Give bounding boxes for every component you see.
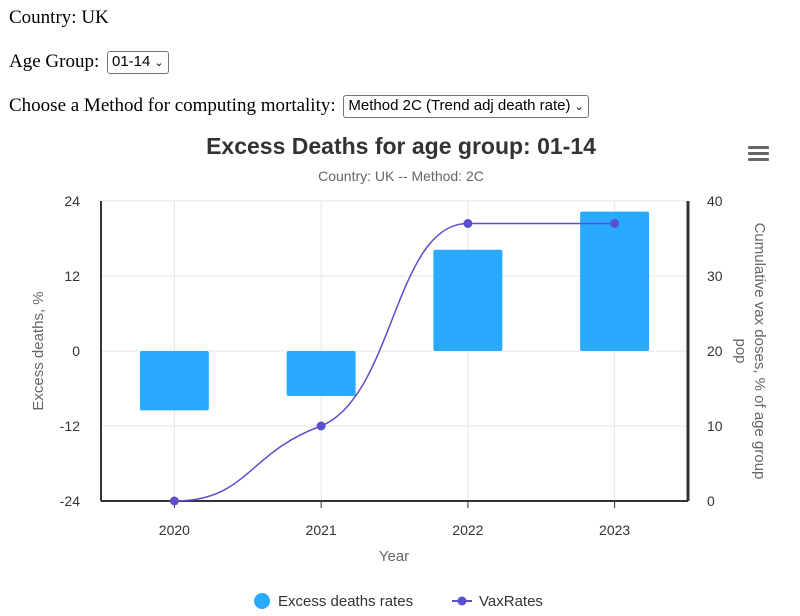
line-series xyxy=(169,219,620,506)
y-axis-left-title: Excess deaths, % xyxy=(30,291,47,410)
legend-bar-swatch xyxy=(254,593,270,609)
x-tick-label: 2021 xyxy=(306,522,337,538)
bar-2021 xyxy=(286,351,356,396)
country-value: UK xyxy=(81,7,109,28)
y-left-tick-label: 12 xyxy=(64,268,80,284)
y-left-tick-label: -12 xyxy=(60,418,80,434)
bar-2022 xyxy=(433,249,503,351)
vaxrates-line xyxy=(174,222,615,502)
age-group-row: Age Group: 01-14 ⌄ xyxy=(9,51,169,74)
chevron-down-icon: ⌄ xyxy=(154,57,164,69)
y-left-tick-label: -24 xyxy=(60,493,80,509)
y-right-tick-label: 30 xyxy=(707,268,723,284)
chevron-down-icon: ⌄ xyxy=(574,101,584,113)
y-axis-right-title-text: Cumulative vax doses, % of age grouppop xyxy=(732,223,768,480)
legend: Excess deaths rates VaxRates xyxy=(254,593,543,610)
y-left-tick-label: 0 xyxy=(72,343,80,359)
y-right-tick-label: 40 xyxy=(707,193,723,209)
y-right-tick-label: 10 xyxy=(707,418,723,434)
x-tick-label: 2023 xyxy=(599,522,630,538)
y-right-tick-label: 0 xyxy=(707,493,715,509)
legend-line-marker xyxy=(457,596,467,606)
x-axis-title: Year xyxy=(379,548,409,565)
y-right-tick-label: 20 xyxy=(707,343,723,359)
country-row: Country: UK xyxy=(9,7,109,29)
bar-2020 xyxy=(139,351,209,411)
legend-line-label: VaxRates xyxy=(479,593,543,610)
age-group-select[interactable]: 01-14 ⌄ xyxy=(106,51,169,74)
age-group-selected-value: 01-14 xyxy=(111,53,151,70)
method-selected-value: Method 2C (Trend adj death rate) xyxy=(348,97,571,114)
axes xyxy=(100,201,690,508)
hamburger-menu-icon[interactable] xyxy=(746,143,772,165)
method-select[interactable]: Method 2C (Trend adj death rate) ⌄ xyxy=(343,95,589,118)
tick-labels: -24 -12 0 12 24 0 10 20 30 40 2020 2021 2022 2023 xyxy=(60,193,723,538)
country-label: Country: xyxy=(9,7,77,28)
vaxrates-point-2020 xyxy=(169,496,179,506)
x-tick-label: 2020 xyxy=(159,522,190,538)
vaxrates-point-2022 xyxy=(463,219,473,228)
vaxrates-point-2023 xyxy=(610,219,620,228)
chart-subtitle: Country: UK -- Method: 2C xyxy=(318,168,484,184)
bar-2023 xyxy=(580,211,650,351)
y-left-tick-label: 24 xyxy=(64,193,80,209)
bar-series xyxy=(139,211,650,411)
legend-bar-label: Excess deaths rates xyxy=(278,593,413,610)
chart-title: Excess Deaths for age group: 01-14 xyxy=(206,133,596,159)
age-group-label: Age Group: xyxy=(9,51,100,72)
method-label: Choose a Method for computing mortality: xyxy=(9,95,336,116)
y-axis-right-title: Cumulative vax doses, % of age grouppop xyxy=(732,223,768,480)
method-row: Choose a Method for computing mortality:… xyxy=(9,95,589,118)
x-tick-label: 2022 xyxy=(452,522,483,538)
vaxrates-point-2021 xyxy=(316,421,326,431)
excess-deaths-chart: Excess Deaths for age group: 01-14 Count… xyxy=(30,133,772,610)
